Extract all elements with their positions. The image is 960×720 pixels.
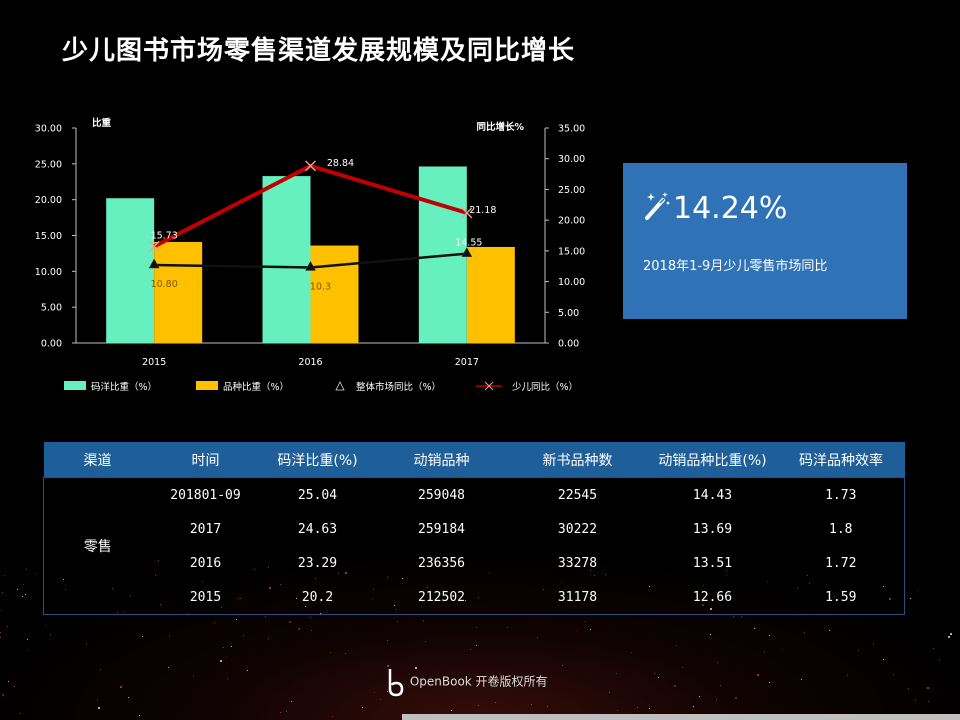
table-cell: 24.63 bbox=[297, 521, 338, 537]
data-label-children: 21.18 bbox=[469, 205, 496, 216]
data-label-children: 15.73 bbox=[151, 230, 178, 241]
channel-data-table: 渠道 时间 码洋比重(%) 动销品种 新书品种数 动销品种比重(%) 码洋品种效… bbox=[43, 442, 905, 615]
table-row: 2017 24.63 259184 30222 13.69 1.8 bbox=[44, 512, 905, 546]
x-tick-label: 2016 bbox=[298, 357, 322, 368]
legend-swatch bbox=[335, 381, 345, 391]
cross-marker bbox=[461, 207, 473, 219]
x-tick-label: 2017 bbox=[455, 357, 479, 368]
right-tick-label: 5.00 bbox=[558, 308, 579, 319]
header-cell: 码洋比重(%) bbox=[259, 442, 376, 478]
header-cell: 时间 bbox=[151, 442, 260, 478]
left-tick-label: 15.00 bbox=[35, 231, 62, 242]
table-cell: 13.69 bbox=[692, 521, 733, 537]
left-axis-title: 比重 bbox=[92, 117, 112, 129]
table-cell: 236356 bbox=[418, 555, 465, 571]
table-cell: 13.51 bbox=[692, 555, 733, 571]
triangle-marker bbox=[461, 247, 473, 257]
left-tick-label: 30.00 bbox=[35, 124, 62, 135]
callout-value: 14.24% bbox=[673, 191, 788, 226]
table-cell: 2016 bbox=[189, 555, 222, 571]
bar-maoyang bbox=[106, 198, 155, 343]
channel-cell: 零售 bbox=[83, 539, 112, 555]
table-cell: 1.59 bbox=[825, 589, 857, 605]
table-cell: 201801-09 bbox=[170, 487, 241, 503]
table-cell: 33278 bbox=[557, 555, 598, 571]
magic-wand-icon bbox=[645, 192, 670, 220]
data-label-overall: 10.3 bbox=[310, 281, 331, 292]
table-cell: 20.2 bbox=[301, 589, 334, 605]
legend-swatch bbox=[64, 381, 86, 390]
bar-maoyang bbox=[262, 176, 311, 343]
table-cell: 30222 bbox=[557, 521, 598, 537]
right-tick-label: 20.00 bbox=[558, 216, 585, 227]
bottom-bar bbox=[402, 714, 960, 720]
table-cell: 212502 bbox=[418, 589, 465, 605]
legend-marker bbox=[484, 381, 494, 391]
data-label-overall: 14.55 bbox=[455, 238, 482, 249]
legend-label: 品种比重（%） bbox=[223, 381, 289, 393]
x-tick-label: 2015 bbox=[142, 357, 166, 368]
table-cell: 25.04 bbox=[297, 487, 338, 503]
bar-pinzhong bbox=[466, 246, 515, 343]
header-cell: 新书品种数 bbox=[507, 442, 648, 478]
bar-pinzhong bbox=[310, 245, 359, 343]
callout-caption: 2018年1-9月少儿零售市场同比 bbox=[643, 259, 828, 274]
left-tick-label: 10.00 bbox=[35, 267, 62, 278]
combo-chart: 0.00 5.00 10.00 15.00 20.00 25.00 30.00 0.00 5.0… bbox=[35, 117, 585, 393]
table-cell: 23.29 bbox=[297, 555, 338, 571]
footer-text: OpenBook 开卷版权所有 bbox=[409, 674, 548, 689]
table-header-row: 渠道 时间 码洋比重(%) 动销品种 新书品种数 动销品种比重(%) 码洋品种效… bbox=[43, 442, 905, 478]
triangle-marker bbox=[148, 258, 160, 269]
table-row: 2016 23.29 236356 33278 13.51 1.72 bbox=[44, 546, 905, 580]
table-cell: 31178 bbox=[557, 589, 598, 605]
table-cell: 1.72 bbox=[825, 555, 857, 571]
right-axis-title: 同比增长% bbox=[476, 121, 524, 133]
legend-label: 少儿同比（%） bbox=[512, 381, 578, 393]
cross-marker bbox=[148, 240, 160, 252]
right-tick-label: 25.00 bbox=[558, 185, 585, 196]
right-tick-label: 35.00 bbox=[558, 124, 585, 135]
table-cell: 22545 bbox=[557, 487, 598, 503]
table-cell: 259184 bbox=[418, 521, 465, 537]
table-cell: 12.66 bbox=[692, 589, 733, 605]
legend-swatch bbox=[196, 381, 218, 390]
triangle-marker bbox=[305, 260, 316, 271]
left-tick-label: 0.00 bbox=[41, 339, 62, 350]
table-row: 2015 20.2 212502 31178 12.66 1.59 bbox=[44, 580, 905, 615]
cross-marker bbox=[305, 160, 316, 172]
table-cell: 14.43 bbox=[692, 487, 733, 503]
right-tick-label: 30.00 bbox=[558, 154, 585, 165]
header-cell: 动销品种比重(%) bbox=[647, 442, 778, 478]
data-label-children: 28.84 bbox=[327, 158, 354, 169]
header-cell: 码洋品种效率 bbox=[777, 442, 905, 478]
right-tick-label: 15.00 bbox=[558, 246, 585, 257]
legend-label: 码洋比重（%） bbox=[91, 381, 157, 393]
table-cell: 2017 bbox=[189, 521, 222, 537]
table-cell: 1.73 bbox=[825, 487, 857, 503]
openbook-logo-icon bbox=[388, 669, 404, 697]
table-cell: 1.8 bbox=[829, 521, 853, 537]
left-tick-label: 25.00 bbox=[35, 159, 62, 170]
header-cell: 动销品种 bbox=[375, 442, 508, 478]
stat-callout: 14.24% 2018年1-9月少儿零售市场同比 bbox=[623, 163, 907, 319]
legend-label: 整体市场同比（%） bbox=[356, 381, 441, 393]
table-cell: 259048 bbox=[418, 487, 465, 503]
table-row: 零售 201801-09 25.04 259048 22545 14.43 1.… bbox=[44, 478, 905, 556]
right-tick-label: 10.00 bbox=[558, 277, 585, 288]
table-cell: 2015 bbox=[189, 589, 222, 605]
left-tick-label: 5.00 bbox=[41, 303, 62, 314]
header-cell: 渠道 bbox=[43, 442, 152, 478]
left-tick-label: 20.00 bbox=[35, 195, 62, 206]
data-label-overall: 10.80 bbox=[151, 279, 178, 290]
page-title: 少儿图书市场零售渠道发展规模及同比增长 bbox=[62, 36, 576, 66]
bar-pinzhong bbox=[154, 241, 203, 343]
right-tick-label: 0.00 bbox=[558, 339, 579, 350]
footer: OpenBook 开卷版权所有 bbox=[386, 667, 548, 697]
